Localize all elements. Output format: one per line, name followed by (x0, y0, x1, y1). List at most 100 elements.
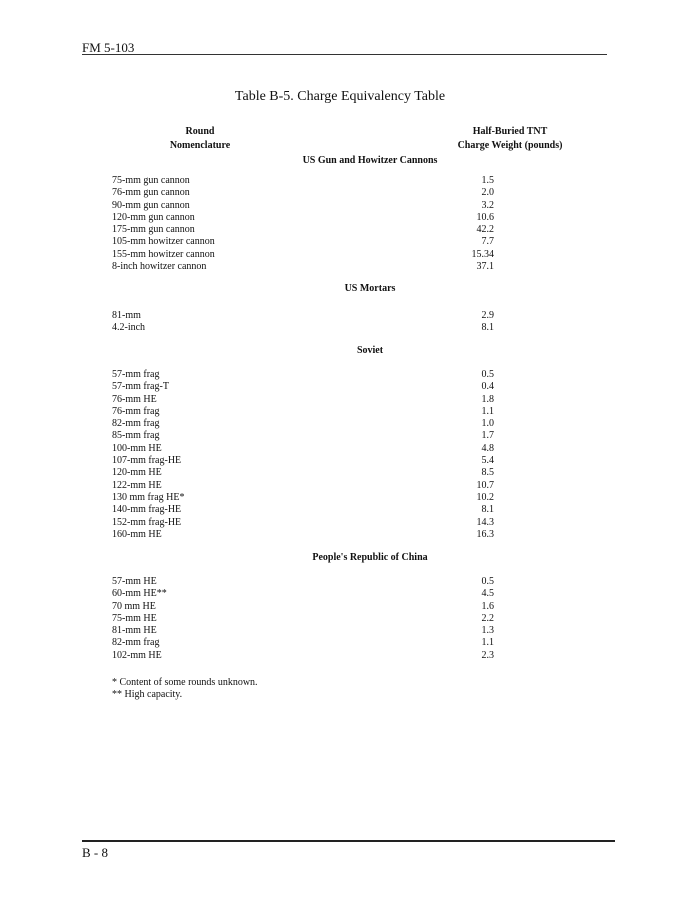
charge-weight: 2.3 (481, 649, 495, 661)
round-name: 57-mm frag (112, 369, 160, 380)
table-row: 75-mm gun cannon 1.5 (112, 175, 512, 187)
round-name: 57-mm frag-T (112, 381, 169, 393)
footnote: * Content of some rounds unknown. (112, 677, 258, 688)
round-name: 107-mm frag-HE (112, 455, 182, 467)
charge-weight: 8.1 (481, 322, 495, 334)
round-name: 4.2-inch (112, 322, 146, 334)
section-rows: 57-mm HE 0.5 60-mm HE** 4.5 70 mm HE 1.6 75-mm… (112, 576, 512, 662)
round-name: 105-mm howitzer cannon (112, 236, 215, 248)
charge-weight: 4.5 (481, 588, 495, 600)
table-row: 8-inch howitzer cannon 37.1 (112, 261, 512, 273)
charge-weight: 16.3 (476, 528, 495, 540)
table-row: 76-mm HE 1.8 (112, 394, 512, 406)
table-row: 76-mm frag 1.1 (112, 406, 512, 418)
charge-weight: 0.5 (481, 576, 495, 587)
charge-weight: 10.6 (476, 211, 495, 223)
table-row: 122-mm HE 10.7 (112, 480, 512, 492)
round-name: 76-mm HE (112, 393, 157, 405)
table-row: 155-mm howitzer cannon 15.34 (112, 249, 512, 261)
column-header-round: Round Nomenclature (140, 125, 260, 153)
section-title: US Mortars (344, 283, 396, 294)
table-row: 160-mm HE 16.3 (112, 529, 512, 541)
round-name: 76-mm frag (112, 405, 160, 417)
column-header-line: Round (185, 126, 215, 137)
charge-weight: 1.0 (481, 418, 495, 430)
charge-weight: 42.2 (476, 224, 495, 236)
column-header-line: Half-Buried TNT (472, 126, 548, 137)
charge-weight: 1.1 (481, 637, 495, 649)
round-name: 82-mm frag (112, 637, 160, 649)
footnotes: * Content of some rounds unknown. ** Hig… (112, 677, 258, 701)
table-row: 120-mm HE 8.5 (112, 467, 512, 479)
table-row: 82-mm frag 1.0 (112, 418, 512, 430)
round-name: 102-mm HE (112, 649, 162, 661)
section-rows: 81-mm 2.9 4.2-inch 8.1 (112, 310, 512, 335)
section-title: People's Republic of China (312, 552, 428, 563)
footnote: ** High capacity. (112, 689, 183, 700)
document-id: FM 5-103 (82, 40, 135, 55)
table-row: 82-mm frag 1.1 (112, 637, 512, 649)
charge-weight: 1.1 (481, 405, 495, 417)
round-name: 82-mm frag (112, 418, 160, 430)
section-title: US Gun and Howitzer Cannons (302, 155, 438, 166)
round-name: 152-mm frag-HE (112, 516, 182, 528)
charge-weight: 5.4 (481, 455, 495, 467)
table-row: 102-mm HE 2.3 (112, 650, 512, 662)
table-row: 81-mm 2.9 (112, 310, 512, 322)
table-title: Table B-5. Charge Equivalency Table (234, 89, 446, 104)
charge-weight: 10.7 (476, 479, 495, 491)
column-header-line: Charge Weight (pounds) (457, 140, 563, 151)
table-row: 90-mm gun cannon 3.2 (112, 200, 512, 212)
charge-weight: 0.5 (481, 369, 495, 380)
table-row: 140-mm frag-HE 8.1 (112, 504, 512, 516)
charge-weight: 1.8 (481, 393, 495, 405)
round-name: 60-mm HE** (112, 588, 167, 600)
table-row: 76-mm gun cannon 2.0 (112, 187, 512, 199)
table-row: 75-mm HE 2.2 (112, 613, 512, 625)
charge-weight: 8.5 (481, 467, 495, 479)
round-name: 120-mm HE (112, 467, 162, 479)
charge-weight: 1.3 (481, 625, 495, 637)
section-rows: 75-mm gun cannon 1.5 76-mm gun cannon 2.0 90… (112, 175, 512, 273)
table-row: 81-mm HE 1.3 (112, 625, 512, 637)
charge-weight: 2.9 (481, 310, 495, 321)
table-row: 105-mm howitzer cannon 7.7 (112, 236, 512, 248)
charge-weight: 0.4 (481, 381, 495, 393)
round-name: 160-mm HE (112, 528, 162, 540)
round-name: 130 mm frag HE* (112, 491, 185, 503)
round-name: 155-mm howitzer cannon (112, 248, 215, 260)
round-name: 100-mm HE (112, 442, 162, 454)
table-row: 100-mm HE 4.8 (112, 443, 512, 455)
table-row: 85-mm frag 1.7 (112, 430, 512, 442)
round-name: 122-mm HE (112, 479, 162, 491)
round-name: 75-mm gun cannon (112, 175, 190, 186)
round-name: 76-mm gun cannon (112, 187, 190, 199)
round-name: 81-mm (112, 310, 141, 321)
round-name: 90-mm gun cannon (112, 199, 190, 211)
charge-weight: 10.2 (476, 491, 495, 503)
table-row: 175-mm gun cannon 42.2 (112, 224, 512, 236)
charge-weight: 3.2 (481, 199, 495, 211)
round-name: 75-mm HE (112, 612, 157, 624)
round-name: 85-mm frag (112, 430, 160, 442)
round-name: 81-mm HE (112, 625, 157, 637)
charge-weight: 2.2 (481, 612, 495, 624)
table-row: 107-mm frag-HE 5.4 (112, 455, 512, 467)
charge-weight: 1.6 (481, 600, 495, 612)
table-row: 57-mm frag 0.5 (112, 369, 512, 381)
table-row: 70 mm HE 1.6 (112, 601, 512, 613)
charge-weight: 7.7 (481, 236, 495, 248)
round-name: 120-mm gun cannon (112, 211, 195, 223)
round-name: 70 mm HE (112, 600, 156, 612)
footer-rule (82, 840, 615, 842)
round-name: 140-mm frag-HE (112, 504, 182, 516)
charge-weight: 15.34 (471, 248, 495, 260)
round-name: 175-mm gun cannon (112, 224, 195, 236)
column-header-charge: Half-Buried TNT Charge Weight (pounds) (440, 125, 580, 153)
charge-weight: 1.5 (481, 175, 495, 186)
section-rows: 57-mm frag 0.5 57-mm frag-T 0.4 76-mm HE 1.8 7… (112, 369, 512, 541)
round-name: 57-mm HE (112, 576, 157, 587)
table-row: 120-mm gun cannon 10.6 (112, 212, 512, 224)
page-number: B - 8 (82, 845, 108, 860)
